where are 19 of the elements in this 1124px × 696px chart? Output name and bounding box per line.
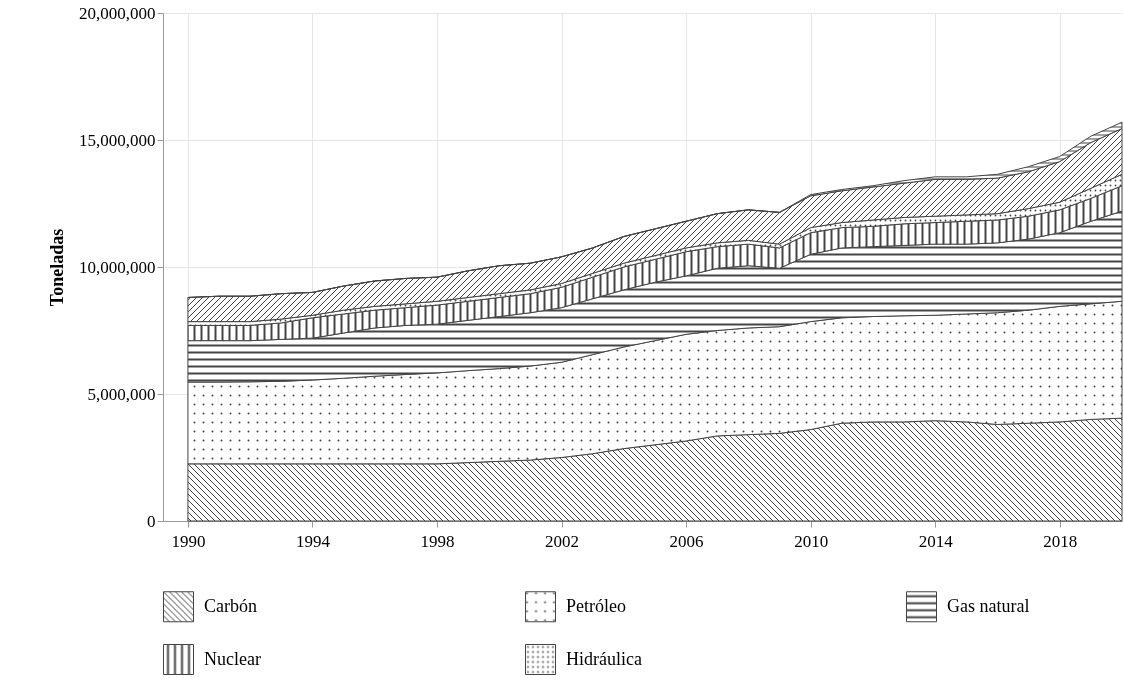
y-tick-label: 0 [147,511,156,531]
legend-label: Gas natural [947,595,1030,616]
x-tick-label: 2002 [545,531,580,551]
legend-label: Petróleo [566,595,626,616]
x-tick-label: 1994 [295,531,331,551]
y-tick-label: 15,000,000 [79,130,156,150]
y-tick-label: 5,000,000 [87,384,156,404]
x-tick-label: 2006 [669,531,704,551]
x-tick-label: 2014 [918,531,954,551]
y-tick-label: 20,000,000 [79,3,156,23]
legend-label: Hidráulica [566,648,642,669]
legend-label: Nuclear [204,648,261,669]
x-tick-label: 1998 [420,531,455,551]
y-axis-title: Toneladas [47,228,67,307]
x-tick-label: 1990 [171,531,206,551]
x-tick-label: 2018 [1043,531,1078,551]
y-tick-label: 10,000,000 [79,257,156,277]
legend-label: Carbón [204,595,257,616]
x-tick-label: 2010 [794,531,829,551]
